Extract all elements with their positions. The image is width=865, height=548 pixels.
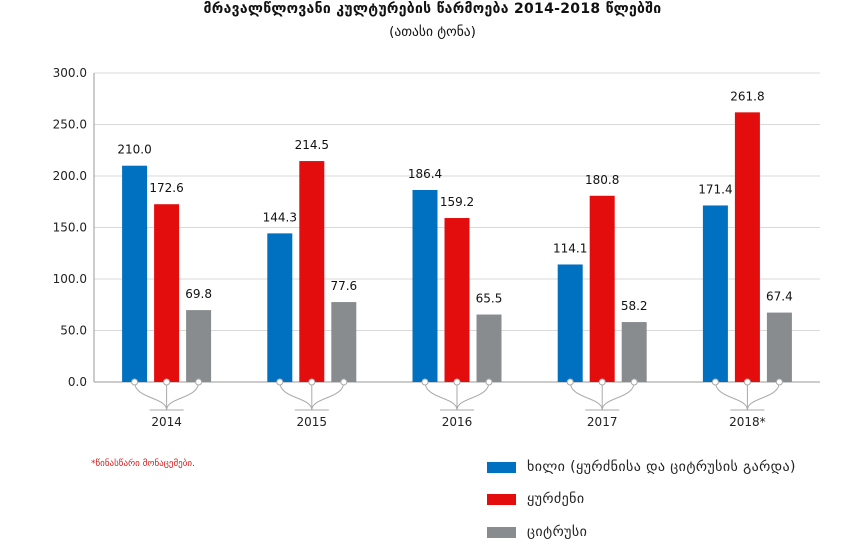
y-tick-label: 0.0	[68, 375, 87, 389]
axis-marker	[163, 378, 171, 386]
data-label: 67.4	[766, 290, 793, 304]
group-connector	[279, 381, 313, 411]
bar	[186, 310, 212, 382]
y-tick-label: 50.0	[60, 324, 87, 338]
group-connector	[456, 381, 490, 411]
data-label: 159.2	[440, 195, 474, 209]
axis-marker	[711, 378, 719, 386]
group-connector	[601, 381, 635, 411]
data-label: 114.1	[553, 241, 587, 255]
legend-label-fruit: ხილი (ყურძნისა და ციტრუსის გარდა)	[527, 459, 796, 475]
legend-item-fruit: ხილი (ყურძნისა და ციტრუსის გარდა)	[487, 459, 796, 475]
group-connector	[424, 381, 458, 411]
data-label: 186.4	[408, 167, 442, 181]
data-label: 171.4	[698, 182, 732, 196]
bar	[557, 264, 583, 382]
group-connector	[569, 381, 603, 411]
legend-label-grapes: ყურძენი	[527, 491, 585, 507]
bar	[702, 205, 728, 382]
x-tick-label: 2016	[442, 415, 473, 429]
x-tick-label: 2014	[151, 415, 182, 429]
y-tick-label: 200.0	[53, 169, 87, 183]
data-label: 69.8	[185, 287, 212, 301]
legend-swatch-grapes	[487, 493, 516, 505]
data-label: 144.3	[263, 210, 297, 224]
axis-marker	[775, 378, 783, 386]
axis-marker	[566, 378, 574, 386]
y-tick-label: 150.0	[53, 221, 87, 235]
legend-item-grapes: ყურძენი	[487, 491, 585, 507]
data-label: 210.0	[117, 143, 151, 157]
bar	[299, 161, 325, 382]
footnote: *წინასწარი მონაცემები.	[91, 459, 195, 469]
chart-subtitle: (ათასი ტონა)	[389, 24, 476, 40]
data-label: 172.6	[149, 181, 183, 195]
legend-label-citrus: ციტრუსი	[527, 524, 588, 540]
legend-swatch-citrus	[487, 526, 516, 538]
group-connector	[714, 381, 748, 411]
x-tick-label: 2017	[587, 415, 618, 429]
data-label: 58.2	[621, 299, 648, 313]
group-connector	[134, 381, 168, 411]
axis-marker	[340, 378, 348, 386]
axis-marker	[195, 378, 203, 386]
group-connector	[166, 381, 200, 411]
data-label: 180.8	[585, 173, 619, 187]
legend-item-citrus: ციტრუსი	[487, 524, 587, 540]
bar	[412, 190, 438, 382]
y-tick-label: 100.0	[53, 272, 87, 286]
bar	[444, 218, 470, 382]
bar	[476, 314, 502, 382]
axis-marker	[743, 378, 751, 386]
chart-title: მრავალწლოვანი კულტურების წარმოება 2014-2…	[203, 1, 662, 17]
x-tick-label: 2018*	[729, 415, 766, 429]
legend-swatch-fruit	[487, 461, 516, 473]
bar	[589, 195, 615, 382]
group-connector	[311, 381, 345, 411]
axis-marker	[485, 378, 493, 386]
data-label: 214.5	[295, 138, 329, 152]
axis-marker	[453, 378, 461, 386]
axis-marker	[276, 378, 284, 386]
group-connector	[746, 381, 780, 411]
bar	[621, 322, 647, 382]
axis-marker	[131, 378, 139, 386]
axis-marker	[630, 378, 638, 386]
axis-marker	[598, 378, 606, 386]
bar	[122, 165, 148, 382]
bar	[154, 204, 180, 382]
bar	[331, 302, 357, 382]
axis-marker	[421, 378, 429, 386]
x-tick-label: 2015	[297, 415, 328, 429]
y-tick-label: 300.0	[53, 66, 87, 80]
axis-marker	[308, 378, 316, 386]
bar	[734, 112, 760, 382]
bar	[766, 312, 792, 382]
y-tick-label: 250.0	[53, 118, 87, 132]
data-label: 65.5	[476, 292, 503, 306]
data-label: 77.6	[330, 279, 357, 293]
bar	[267, 233, 293, 382]
data-label: 261.8	[730, 89, 764, 103]
